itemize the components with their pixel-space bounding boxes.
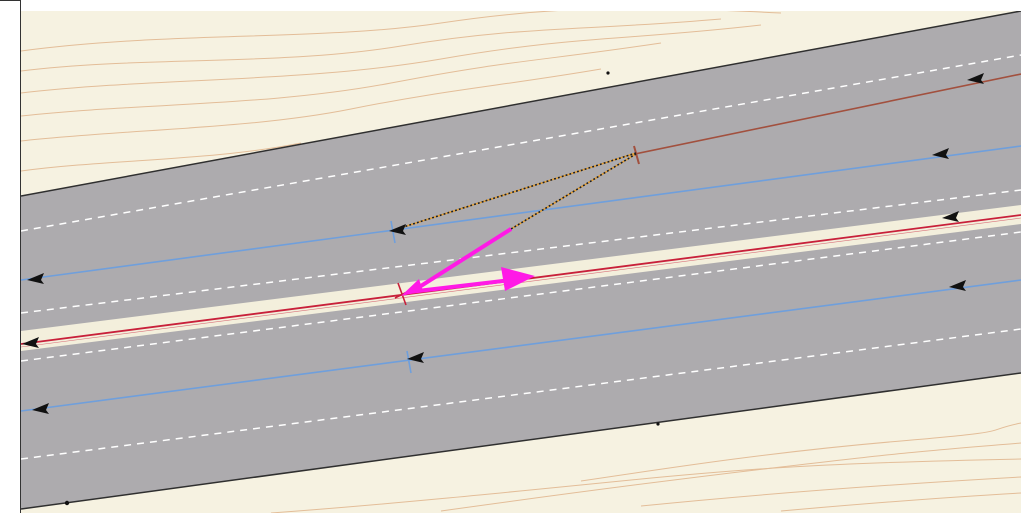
road-edge-top (21, 11, 1021, 197)
lane-dash-line (21, 54, 1021, 232)
upper-lane-brown[interactable] (634, 73, 1021, 155)
direction-arrow-icon (407, 352, 424, 363)
dotted-link-line-orange (393, 152, 637, 231)
terrain-point-marker (64, 500, 70, 506)
upper-lane-blue[interactable] (21, 145, 1021, 281)
contour-line (270, 458, 1021, 513)
lane-dash-markings (21, 54, 1021, 460)
direction-arrow-icon (942, 211, 959, 222)
terrain-point-marker (606, 71, 610, 75)
contour-line (580, 422, 1021, 482)
direction-arrow-icon (389, 224, 406, 235)
direction-arrow-icon (967, 73, 984, 84)
panel-top-border (0, 0, 20, 1)
direction-arrow-icon (27, 273, 44, 284)
contour-line (21, 142, 302, 172)
terrain-contours (21, 11, 1021, 513)
orange-link-line (510, 153, 637, 230)
terrain-point-marker (656, 422, 660, 426)
contour-line (21, 24, 762, 94)
direction-arrow-icon (22, 337, 39, 348)
road-edge-bottom (21, 372, 1021, 510)
lower-lane-blue[interactable] (21, 279, 1021, 412)
map-canvas[interactable] (21, 11, 1021, 513)
direction-arrow-icon (32, 403, 49, 414)
direction-arrows (22, 73, 984, 414)
contour-line (780, 492, 1021, 512)
contour-line (21, 42, 662, 117)
contour-line (21, 68, 602, 142)
lane-node-icon[interactable] (406, 350, 412, 374)
contour-line (21, 18, 722, 72)
direction-arrow-icon (949, 280, 966, 291)
selection-vector-icon[interactable] (401, 227, 535, 296)
road-map[interactable] (21, 11, 1021, 513)
road-surface[interactable] (21, 11, 1021, 509)
lane-node-icon[interactable] (633, 145, 640, 165)
contour-line (640, 476, 1021, 507)
left-panel-edge (0, 0, 21, 513)
contour-line (21, 11, 782, 52)
direction-arrow-icon (932, 148, 949, 159)
lane-node-icon[interactable] (390, 220, 396, 244)
